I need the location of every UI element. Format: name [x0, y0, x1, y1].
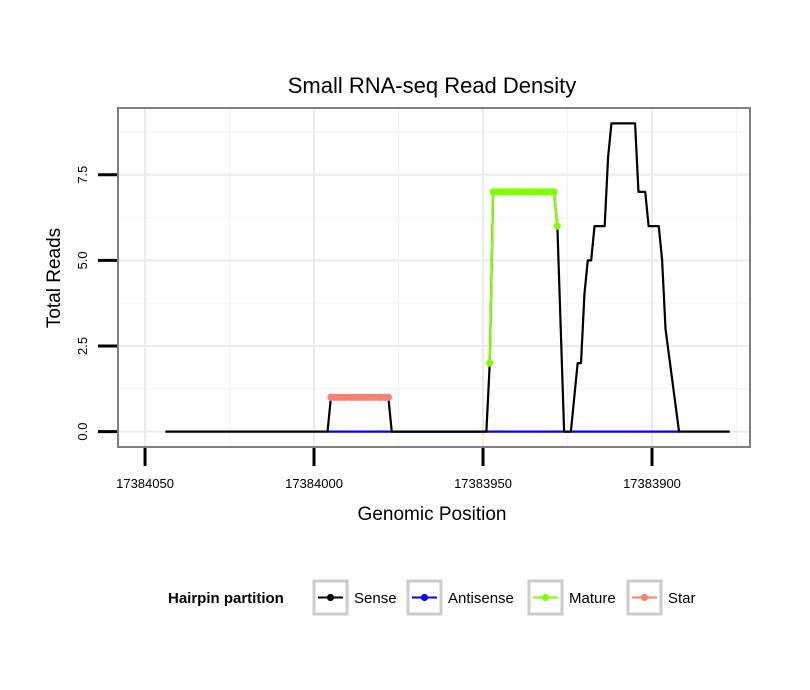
plot-background: [118, 108, 750, 447]
x-tick-label: 17383900: [623, 476, 681, 491]
x-tick-label: 17384050: [116, 476, 174, 491]
data-point-mature: [550, 188, 558, 196]
y-axis: 0.0 2.5 5.0 7.5 Total Reads: [44, 166, 117, 441]
legend-entry-star: Star: [626, 579, 696, 616]
legend-key-point: [541, 593, 550, 602]
data-point-mature: [553, 222, 561, 230]
y-axis-title: Total Reads: [44, 228, 65, 328]
legend-label: Star: [668, 590, 696, 607]
legend-key-point: [420, 593, 429, 602]
x-axis-title: Genomic Position: [358, 504, 507, 525]
legend-key-point: [326, 593, 335, 602]
y-tick-label: 7.5: [75, 166, 90, 184]
plot-border: [117, 107, 751, 448]
legend-entry-antisense: Antisense: [406, 579, 514, 616]
legend-title: Hairpin partition: [168, 590, 284, 607]
data-point-mature: [486, 359, 494, 367]
legend: Hairpin partition Sense Antisense Mature St…: [168, 579, 696, 616]
y-tick-label: 2.5: [75, 337, 90, 355]
data-point-star: [384, 393, 392, 401]
legend-label: Sense: [354, 590, 397, 607]
y-tick-label: 5.0: [75, 251, 90, 269]
x-tick-label: 17384000: [285, 476, 343, 491]
legend-label: Mature: [569, 590, 616, 607]
legend-entry-mature: Mature: [527, 579, 616, 616]
legend-key-point: [640, 593, 649, 602]
y-tick-label: 0.0: [75, 423, 90, 441]
series-line-sense: [165, 122, 730, 433]
x-axis: 17384050 17384000 17383950 17383900 Genomic…: [116, 448, 681, 525]
legend-label: Antisense: [448, 590, 514, 607]
legend-entry-sense: Sense: [312, 579, 397, 616]
series-layer: [165, 122, 730, 433]
chart-title: Small RNA-seq Read Density: [288, 73, 577, 98]
x-tick-label: 17383950: [454, 476, 512, 491]
plot-area: [117, 107, 751, 448]
